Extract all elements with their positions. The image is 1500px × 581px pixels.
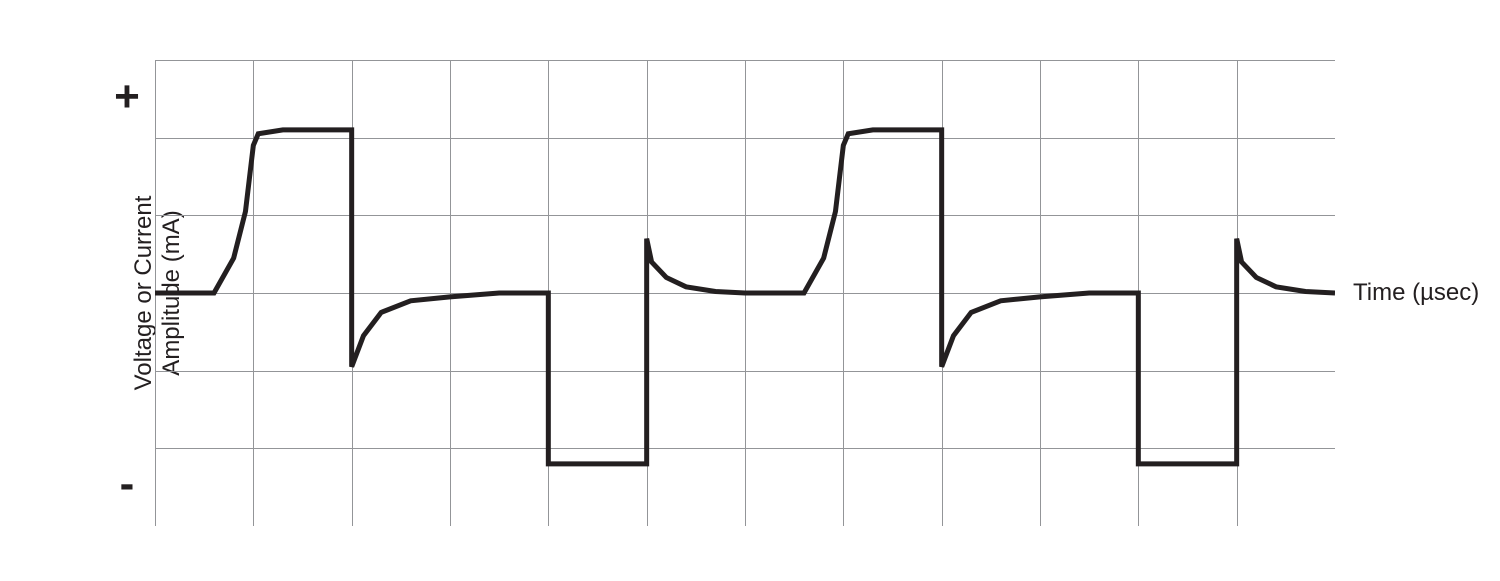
y-axis-label-line1: Voltage or Current — [130, 196, 158, 391]
y-axis-plus-symbol: + — [107, 72, 147, 122]
waveform-figure: Voltage or Current Amplitude (mA) + - Ti… — [0, 0, 1500, 581]
x-axis-label: Time (µsec) — [1353, 279, 1479, 307]
y-axis-minus-symbol: - — [107, 459, 147, 509]
waveform-plot — [155, 60, 1335, 526]
